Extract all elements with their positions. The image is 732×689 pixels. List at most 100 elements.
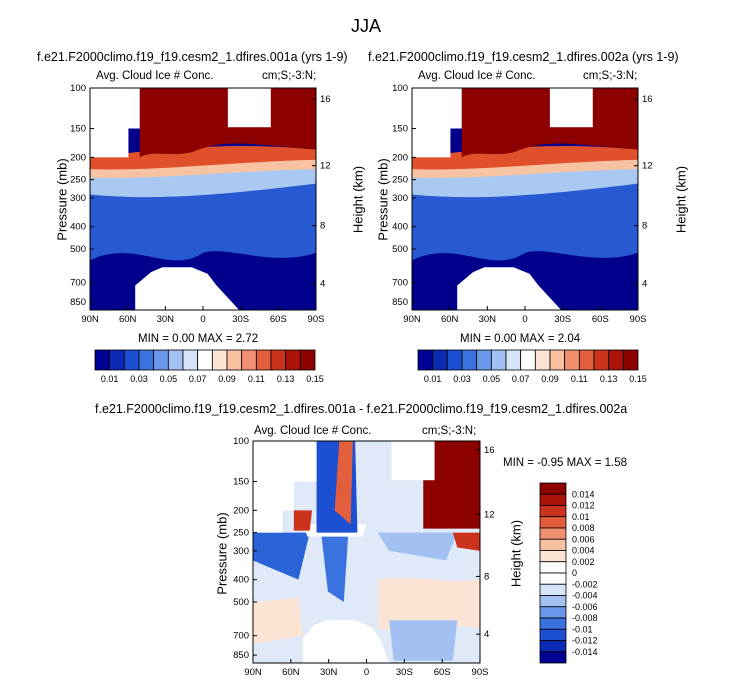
panel-2-y2tick-label-1: 12 <box>642 161 653 172</box>
panel-3-patch-10 <box>293 510 313 531</box>
panel-2-xtick-label-3: 0 <box>522 314 527 325</box>
colorbar-2-label-6: 0.13 <box>600 374 618 384</box>
colorbar-2-box-3 <box>461 349 478 371</box>
colorbar-2-box-13 <box>608 349 624 371</box>
colorbar-diff-label-11: -0.008 <box>572 613 598 623</box>
colorbar-diff-box-14 <box>539 640 567 653</box>
colorbar-1-label-1: 0.03 <box>130 374 148 384</box>
colorbar-diff-box-15 <box>539 651 567 664</box>
panel-2-ytick-label-0: 100 <box>392 83 408 94</box>
panel-3-missing-top-right <box>391 441 435 481</box>
panel-3-patch-11 <box>452 532 480 551</box>
colorbar-diff-label-0: 0.014 <box>572 489 595 499</box>
panel-2-ytick-label-1: 150 <box>392 124 408 135</box>
colorbar-1-label-7: 0.15 <box>306 374 324 384</box>
panel-1-ytick-label-1: 150 <box>70 124 86 135</box>
panel-1-title: f.e21.F2000climo.f19_f19.cesm2_1.dfires.… <box>37 50 348 64</box>
colorbar-2-label-1: 0.03 <box>453 374 471 384</box>
panel-3-ytick-label-8: 850 <box>233 650 249 661</box>
panel-2-xtick-label-2: 30N <box>479 314 497 325</box>
panel-2-variable-label: Avg. Cloud Ice # Conc. <box>418 70 536 82</box>
panel-2-ytick-label-6: 500 <box>392 244 408 255</box>
panel-2-y2tick-label-2: 8 <box>642 221 647 232</box>
figure-title: JJA <box>350 16 381 36</box>
colorbar-1-box-13 <box>285 349 301 371</box>
panel-3-variable-label: Avg. Cloud Ice # Conc. <box>254 425 372 437</box>
panel-3-ytick-label-4: 300 <box>233 546 249 557</box>
panel-3-missing-bottom <box>302 620 390 663</box>
colorbar-2-box-6 <box>505 349 522 371</box>
panel-2-missing-top-right <box>549 88 593 128</box>
panel-3-ytick-label-3: 250 <box>233 528 249 539</box>
panel-3-patch-8 <box>334 441 353 525</box>
colorbar-diff-box-7 <box>539 561 567 574</box>
panel-1-y2tick-label-2: 8 <box>320 221 325 232</box>
colorbar-diff-box-12 <box>539 617 567 630</box>
colorbar-diff-box-3 <box>539 516 567 529</box>
colorbar-diff-box-11 <box>539 606 567 619</box>
panel-1-ytick-label-6: 500 <box>70 244 86 255</box>
colorbar-1-label-4: 0.09 <box>218 374 236 384</box>
panel-2-ytick-label-3: 250 <box>392 175 408 186</box>
panel-1-y2tick-label-1: 12 <box>320 161 331 172</box>
colorbar-diff-box-8 <box>539 572 567 585</box>
colorbar-diff-label-14: -0.014 <box>572 647 598 657</box>
panel-3-xtick-label-5: 60S <box>434 667 451 678</box>
panel-2-xtick-label-5: 60S <box>592 314 609 325</box>
panel-1-ytick-label-3: 250 <box>70 175 86 186</box>
panel-2-xtick-label-0: 90N <box>403 314 421 325</box>
panel-2-y2tick-label-0: 16 <box>642 94 653 105</box>
colorbar-2-box-8 <box>534 349 551 371</box>
colorbar-diff-label-9: -0.004 <box>572 591 598 601</box>
panel-3-xtick-label-3: 0 <box>364 667 369 678</box>
panel-2-units-label: cm;S;-3:N; <box>583 70 638 82</box>
panel-2-missing-top-left <box>412 88 462 158</box>
colorbar-1-box-5 <box>167 349 184 371</box>
panel-2-ytick-label-5: 400 <box>392 222 408 233</box>
panel-3-y2tick-label-1: 12 <box>484 509 495 520</box>
colorbar-diff-box-6 <box>539 550 567 563</box>
colorbar-diff-label-5: 0.004 <box>572 546 595 556</box>
panel-3-patch-2 <box>377 532 458 561</box>
panel-3-patch-3 <box>377 578 480 631</box>
colorbar-diff-box-9 <box>539 583 567 596</box>
colorbar-1-box-11 <box>255 349 272 371</box>
colorbar-2-box-5 <box>490 349 507 371</box>
panel-1-ytick-label-5: 400 <box>70 222 86 233</box>
colorbar-1-box-12 <box>270 349 287 371</box>
panel-1-xtick-label-2: 30N <box>157 314 175 325</box>
colorbar-diff-box-10 <box>539 595 567 608</box>
panel-1-ytick-label-7: 700 <box>70 278 86 289</box>
panel-1-missing-top-right <box>227 88 271 128</box>
panel-1-xtick-label-1: 60N <box>119 314 137 325</box>
panel-2-stats: MIN = 0.00 MAX = 2.04 <box>460 333 581 345</box>
colorbar-1-box-14 <box>299 349 316 371</box>
panel-1-units-label: cm;S;-3:N; <box>262 70 317 82</box>
colorbar-1-box-2 <box>123 349 140 371</box>
colorbar-1-box-3 <box>138 349 155 371</box>
colorbar-2-label-0: 0.01 <box>424 374 442 384</box>
colorbar-1-label-0: 0.01 <box>101 374 119 384</box>
colorbar-diff-label-1: 0.012 <box>572 501 595 511</box>
panel-2-ytick-label-2: 200 <box>392 152 408 163</box>
colorbar-1-box-1 <box>109 349 125 371</box>
colorbar-2-box-10 <box>564 349 580 371</box>
panel-3-units-label: cm;S;-3:N; <box>422 425 477 437</box>
colorbar-diff-label-10: -0.006 <box>572 602 598 612</box>
colorbar-2-box-4 <box>476 349 492 371</box>
colorbar-diff-label-4: 0.006 <box>572 534 595 544</box>
panel-2-ytick-label-8: 850 <box>392 297 408 308</box>
panel-1-xtick-label-3: 0 <box>200 314 205 325</box>
colorbar-2-label-7: 0.15 <box>629 374 647 384</box>
colorbar-diff-box-0 <box>539 482 567 495</box>
panel-1-field <box>90 88 316 310</box>
panel-1-y2tick-label-0: 16 <box>320 94 331 105</box>
panel-3-y2tick-label-3: 4 <box>484 629 489 640</box>
colorbar-1-label-2: 0.05 <box>160 374 178 384</box>
panel-3-xtick-label-4: 30S <box>396 667 413 678</box>
colorbar-1-box-6 <box>182 349 199 371</box>
panel-3-patch-4 <box>253 597 303 644</box>
panel-2-xtick-label-6: 90S <box>630 314 647 325</box>
colorbar-2-box-0 <box>417 349 434 371</box>
